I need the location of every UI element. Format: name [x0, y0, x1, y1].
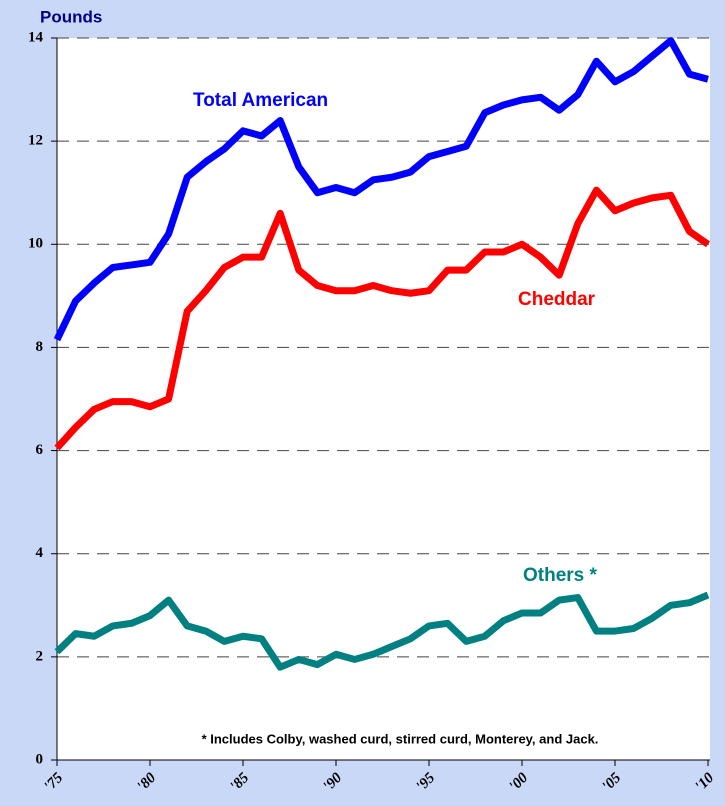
y-tick-label: 14	[28, 29, 44, 45]
y-axis-label: Pounds	[40, 7, 102, 26]
series-label: Total American	[193, 90, 328, 111]
y-tick-label: 10	[28, 236, 43, 252]
y-tick-label: 2	[36, 648, 44, 664]
x-tick-label: '90	[320, 770, 345, 795]
series-line	[53, 37, 709, 342]
y-tick-label: 12	[28, 133, 43, 149]
y-tick-label: 0	[36, 751, 44, 767]
series-line	[54, 591, 710, 671]
series-line	[54, 186, 710, 451]
footnote: * Includes Colby, washed curd, stirred c…	[202, 731, 599, 746]
x-tick-label: '95	[413, 770, 438, 795]
x-tick-label: '80	[134, 770, 159, 795]
series-label: Others *	[523, 565, 598, 586]
y-tick-label: 8	[36, 339, 44, 355]
x-tick-label: '05	[599, 770, 624, 795]
x-tick-label: '10	[692, 770, 717, 795]
y-tick-label: 6	[36, 442, 44, 458]
x-tick-label: '75	[41, 770, 66, 795]
series-label: Cheddar	[518, 289, 596, 310]
x-tick-label: '85	[227, 770, 252, 795]
x-tick-label: '00	[506, 770, 531, 795]
y-tick-label: 4	[36, 545, 44, 561]
